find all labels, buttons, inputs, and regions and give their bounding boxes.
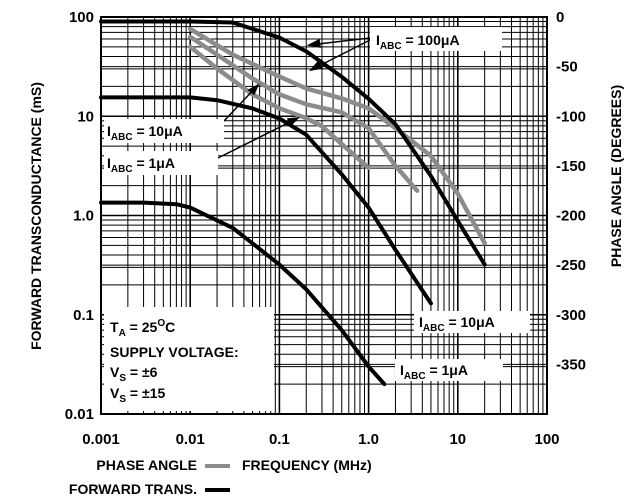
y-left-tick-label: 100 [69,9,94,26]
y-right-tick-label: -100 [556,108,586,125]
y-right-tick-label: -200 [556,208,586,225]
label-iabc-10ua-left: IABC = 10μA [107,123,183,143]
y-left-tick-label: 1.0 [73,208,94,225]
leader-1ua-left [217,117,299,159]
legend: PHASE ANGLE FORWARD TRANS. [69,457,230,497]
plot-frame [100,16,548,415]
y-right-tick-label: -50 [556,59,578,76]
forward-trans-curve-100ua [99,19,487,267]
label-box-10ua-right [414,311,530,333]
arrowhead-10ua-left [247,83,260,96]
y-right-tick-label: -300 [556,307,586,324]
supply-voltage-6: VS = ±6 [110,364,158,384]
label-box-10ua-left [104,119,224,143]
arrowhead-1ua-left [286,117,301,127]
supply-voltage-label: SUPPLY VOLTAGE: [110,344,239,360]
phase-angle-curve-1ua [187,44,371,171]
x-tick-label: 0.001 [82,431,120,448]
legend-label-forward-trans: FORWARD TRANS. [69,481,197,497]
x-tick-labels: 0.001 0.01 0.1 1.0 10 100 [82,431,559,448]
supply-voltage-15: VS = ±15 [110,385,165,405]
forward-trans-curve-1ua [99,200,387,387]
y-right-tick-labels: 0 -50 -100 -150 -200 -250 -300 -350 [556,9,586,373]
arrowhead-100ua-b [309,60,324,72]
phase-angle-curve-10ua [187,34,420,193]
forward-trans-curve-10ua [99,95,433,306]
y-left-tick-label: 0.01 [65,406,94,423]
label-iabc-1ua-right: IABC = 1μA [400,362,468,382]
label-iabc-10ua-right: IABC = 10μA [419,314,495,334]
x-tick-label: 10 [449,431,466,448]
label-box-1ua-right [395,359,503,381]
label-box-100ua [370,27,502,51]
arrowhead-100ua-a [306,38,321,48]
label-iabc-100ua: IABC = 100μA [376,32,460,52]
grid [100,17,547,415]
y-right-axis-title: PHASE ANGLE (DEGREES) [608,85,624,267]
y-left-axis-title: FORWARD TRANSCONDUCTANCE (mS) [28,82,44,350]
label-box-1ua-left [104,151,218,175]
y-left-tick-labels: 0.01 0.1 1.0 10 100 [65,9,94,423]
x-tick-label: 0.01 [176,431,205,448]
label-iabc-1ua-left: IABC = 1μA [107,155,175,175]
y-left-tick-label: 10 [77,108,94,125]
x-tick-label: 100 [534,431,559,448]
y-right-tick-label: -250 [556,257,586,274]
y-left-tick-label: 0.1 [73,307,94,324]
y-right-tick-label: -350 [556,356,586,373]
y-right-tick-label: -150 [556,158,586,175]
x-tick-label: 0.1 [269,431,290,448]
ambient-temp-label: TA = 25OC [110,318,175,339]
x-tick-label: 1.0 [358,431,379,448]
annotation-leaders [217,37,371,159]
phase-angle-curve-100ua [187,26,487,246]
x-axis-title: FREQUENCY (MHz) [242,457,372,473]
conditions-block: TA = 25OC SUPPLY VOLTAGE: VS = ±6 VS = ±… [110,318,239,405]
y-right-tick-label: 0 [556,9,564,26]
curves [99,19,487,387]
legend-label-phase-angle: PHASE ANGLE [96,457,197,473]
conditions-box [104,307,274,411]
